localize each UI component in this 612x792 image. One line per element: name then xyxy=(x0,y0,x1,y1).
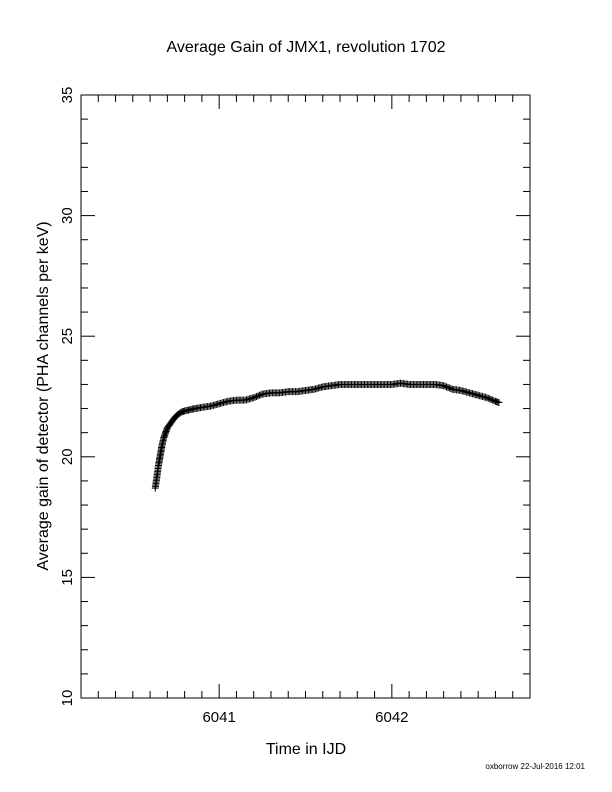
y-axis-label: Average gain of detector (PHA channels p… xyxy=(35,221,52,570)
data-point xyxy=(251,393,259,401)
data-point xyxy=(441,382,449,390)
data-point xyxy=(486,395,494,403)
data-point xyxy=(484,394,492,402)
data-point xyxy=(257,391,265,399)
data-point xyxy=(254,392,262,400)
data-point xyxy=(489,396,497,404)
data-point xyxy=(483,394,491,402)
y-tick-label: 10 xyxy=(59,690,76,707)
y-tick-label: 25 xyxy=(59,328,76,345)
plot-frame xyxy=(80,94,531,699)
x-tick-label: 6042 xyxy=(375,709,408,726)
data-point xyxy=(255,391,263,399)
y-tick-label: 20 xyxy=(59,448,76,465)
data-point xyxy=(443,383,451,391)
y-tick-label: 15 xyxy=(59,569,76,586)
data-point xyxy=(440,382,448,390)
y-tick-label: 35 xyxy=(59,87,76,104)
data-points xyxy=(151,379,503,492)
data-point xyxy=(447,385,455,393)
data-point xyxy=(495,399,503,407)
axis-ticks xyxy=(80,94,531,699)
data-point xyxy=(487,396,495,404)
data-point xyxy=(444,383,452,391)
x-tick-label: 6041 xyxy=(202,709,235,726)
x-axis-label: Time in IJD xyxy=(266,741,346,758)
data-point xyxy=(250,394,258,402)
chart-title: Average Gain of JMX1, revolution 1702 xyxy=(167,39,446,56)
data-point xyxy=(445,384,453,392)
y-tick-label: 30 xyxy=(59,207,76,224)
data-point xyxy=(253,393,261,400)
axis-tick-labels: 10 15 20 25 30 35 6041 6042 xyxy=(59,87,409,726)
footer-credit: oxborrow 22-Jul-2016 12:01 xyxy=(485,762,585,771)
